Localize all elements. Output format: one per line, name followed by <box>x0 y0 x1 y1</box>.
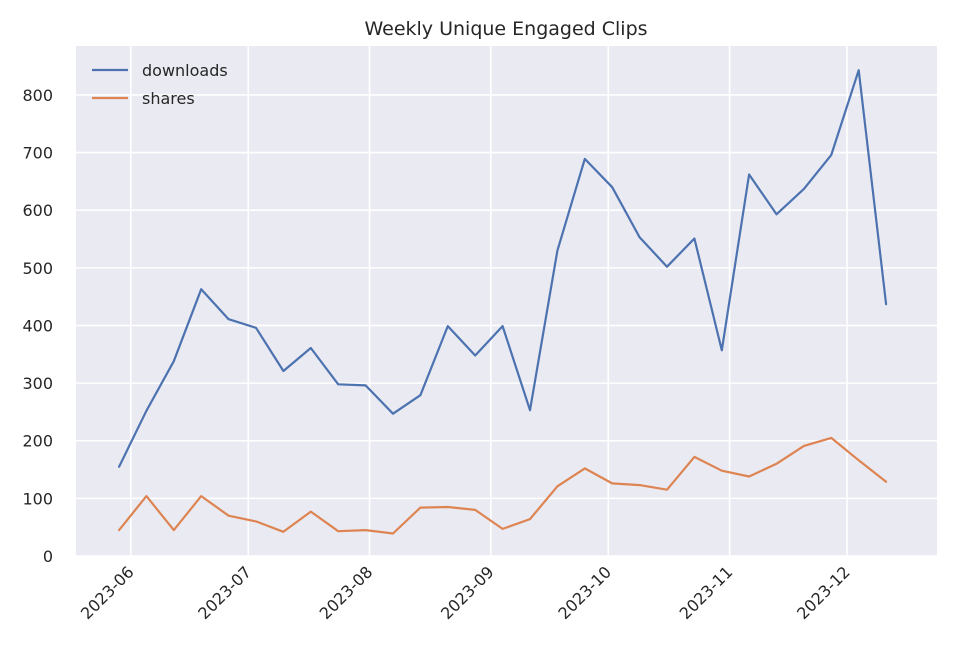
legend-label-downloads: downloads <box>142 61 228 80</box>
series-group <box>117 69 888 535</box>
series-line-shares <box>117 436 888 535</box>
x-tick-label: 2023-11 <box>676 562 737 623</box>
series-line-downloads <box>117 69 888 468</box>
y-tick-label: 100 <box>22 489 53 508</box>
legend-label-shares: shares <box>142 89 195 108</box>
y-tick-label: 200 <box>22 432 53 451</box>
plot-area <box>76 46 937 556</box>
y-axis: 0 100 200 300 400 500 600 700 800 <box>22 86 53 566</box>
y-tick-label: 800 <box>22 86 53 105</box>
y-tick-label: 700 <box>22 144 53 163</box>
x-tick-label: 2023-07 <box>194 562 255 623</box>
y-tick-label: 0 <box>43 547 53 566</box>
y-tick-label: 500 <box>22 259 53 278</box>
y-tick-label: 300 <box>22 374 53 393</box>
x-axis: 2023-06 2023-07 2023-08 2023-09 2023-10 2023-… <box>77 562 854 623</box>
y-tick-label: 600 <box>22 201 53 220</box>
legend: downloads shares <box>92 61 228 108</box>
x-tick-label: 2023-12 <box>793 562 854 623</box>
y-tick-label: 400 <box>22 316 53 335</box>
x-tick-label: 2023-08 <box>316 562 377 623</box>
x-tick-label: 2023-09 <box>437 562 498 623</box>
x-tick-label: 2023-10 <box>554 562 615 623</box>
x-tick-label: 2023-06 <box>77 562 138 623</box>
grid-lines <box>76 46 937 557</box>
chart-title: Weekly Unique Engaged Clips <box>364 18 647 40</box>
